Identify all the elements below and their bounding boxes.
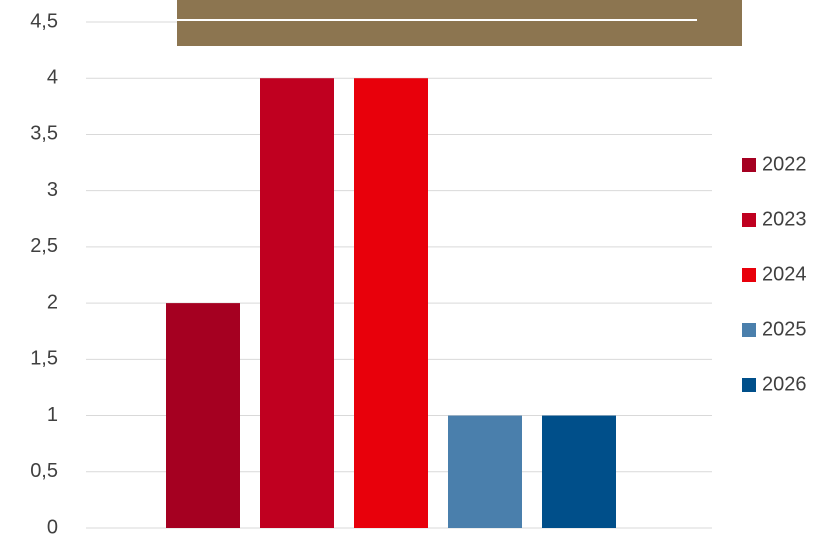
plot: 0 0,5 1 1,5 2 2,5 3 3,5 4 4,5 2022 2023 2024 2025 2026 [30, 10, 806, 537]
bar [448, 415, 522, 528]
bar [542, 415, 616, 528]
legend-swatch [742, 323, 756, 337]
y-tick-label: 1 [47, 404, 58, 426]
y-tick-label: 2 [47, 291, 58, 313]
legend-swatch [742, 378, 756, 392]
y-tick-label: 4,5 [30, 10, 58, 32]
y-tick-label: 1,5 [30, 348, 58, 370]
y-tick-label: 0 [47, 516, 58, 537]
y-tick-label: 3,5 [30, 123, 58, 145]
legend-label: 2022 [762, 153, 807, 175]
legend-swatch [742, 268, 756, 282]
bar [354, 78, 428, 528]
y-tick-label: 4 [47, 67, 58, 89]
legend-swatch [742, 158, 756, 172]
header-image [177, 0, 742, 46]
y-tick-label: 3 [47, 179, 58, 201]
bar [166, 303, 240, 528]
y-tick-label: 2,5 [30, 235, 58, 257]
legend-swatch [742, 213, 756, 227]
legend-label: 2024 [762, 263, 807, 285]
y-tick-label: 0,5 [30, 460, 58, 482]
legend-label: 2023 [762, 208, 807, 230]
legend-label: 2026 [762, 373, 807, 395]
legend-label: 2025 [762, 318, 807, 340]
bar [260, 78, 334, 528]
